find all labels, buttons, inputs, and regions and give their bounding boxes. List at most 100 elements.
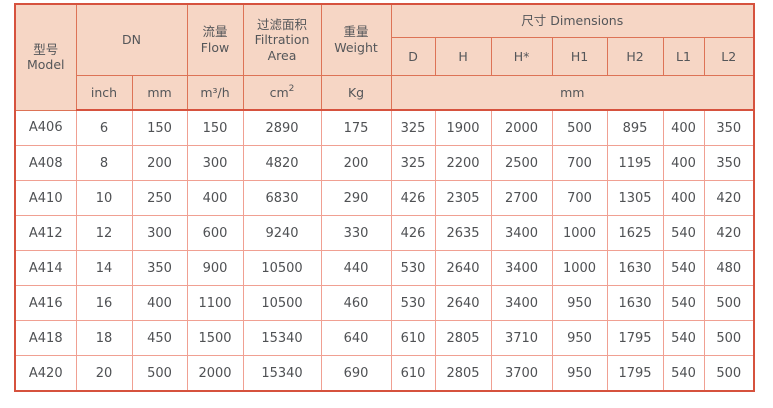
col-header-model-zh: 型号 <box>33 41 59 57</box>
value-cell: 426 <box>390 215 436 251</box>
table-row: A410 10 250 400 6830 290 426 2305 2700 700 1305 400… <box>14 180 755 216</box>
col-header-flow: 流量 Flow <box>186 3 244 76</box>
value-cell: 540 <box>662 215 705 251</box>
col-header-weight-en: Weight <box>334 40 378 55</box>
value-cell: 16 <box>75 285 133 321</box>
value-cell: 1625 <box>606 215 664 251</box>
col-header-dim-hstar: H* <box>490 37 553 76</box>
header-row-units: inch mm m³/h cm2 Kg mm <box>15 75 755 111</box>
value-cell: 440 <box>320 250 392 286</box>
value-cell: 10 <box>75 180 133 216</box>
value-cell: 2000 <box>186 355 244 392</box>
col-header-flow-en: Flow <box>200 40 230 55</box>
value-cell: 150 <box>186 109 244 146</box>
value-cell: 200 <box>131 145 188 181</box>
col-header-weight-zh: 重量 <box>343 24 369 40</box>
value-cell: 500 <box>551 109 608 146</box>
value-cell: 290 <box>320 180 392 216</box>
col-header-dim-h2: H2 <box>606 37 664 76</box>
value-cell: 540 <box>662 320 705 356</box>
col-header-flow-zh: 流量 <box>202 24 228 40</box>
value-cell: 540 <box>662 250 705 286</box>
table-row: A412 12 300 600 9240 330 426 2635 3400 1000 1625 54… <box>14 215 755 251</box>
value-cell: 540 <box>662 285 705 321</box>
value-cell: 420 <box>703 215 755 251</box>
value-cell: 700 <box>551 180 608 216</box>
model-cell: A414 <box>14 250 77 286</box>
value-cell: 175 <box>320 109 392 146</box>
model-cell: A420 <box>14 355 77 392</box>
unit-area-base: cm <box>269 84 289 100</box>
table-row: A418 18 450 1500 15340 640 610 2805 3710 950 1795 5… <box>14 320 755 356</box>
value-cell: 150 <box>131 109 188 146</box>
value-cell: 610 <box>390 320 436 356</box>
col-header-dim-l1: L1 <box>662 37 705 76</box>
value-cell: 500 <box>131 355 188 392</box>
value-cell: 400 <box>131 285 188 321</box>
value-cell: 460 <box>320 285 392 321</box>
value-cell: 1195 <box>606 145 664 181</box>
value-cell: 1900 <box>434 109 492 146</box>
value-cell: 690 <box>320 355 392 392</box>
unit-area-sup: 2 <box>288 83 295 94</box>
value-cell: 3400 <box>490 250 553 286</box>
value-cell: 1000 <box>551 215 608 251</box>
unit-header-mm: mm <box>131 75 188 111</box>
header-row-top: 型号 Model DN 流量 Flow 过滤面积 Filtration Area… <box>14 3 755 111</box>
model-cell: A412 <box>14 215 77 251</box>
value-cell: 2805 <box>434 355 492 392</box>
value-cell: 14 <box>75 250 133 286</box>
col-header-dim-h: H <box>434 37 492 76</box>
value-cell: 3400 <box>490 215 553 251</box>
value-cell: 3400 <box>490 285 553 321</box>
value-cell: 2635 <box>434 215 492 251</box>
col-header-area-en2: Area <box>267 47 297 63</box>
value-cell: 10500 <box>242 285 322 321</box>
value-cell: 6830 <box>242 180 322 216</box>
value-cell: 1500 <box>186 320 244 356</box>
value-cell: 1100 <box>186 285 244 321</box>
model-cell: A418 <box>14 320 77 356</box>
model-cell: A408 <box>14 145 77 181</box>
value-cell: 950 <box>551 320 608 356</box>
unit-header-weight: Kg <box>320 75 392 111</box>
col-header-filtration-area: 过滤面积 Filtration Area <box>242 3 322 76</box>
value-cell: 1630 <box>606 250 664 286</box>
value-cell: 20 <box>75 355 133 392</box>
col-header-dimensions: 尺寸 Dimensions <box>390 3 755 38</box>
header-row-dimension-cols: D H H* H1 H2 L1 L2 <box>15 37 755 76</box>
table-row: A406 6 150 150 2890 175 325 1900 2000 500 895 400 35… <box>14 109 755 146</box>
value-cell: 3710 <box>490 320 553 356</box>
col-header-model: 型号 Model <box>14 3 77 111</box>
value-cell: 9240 <box>242 215 322 251</box>
value-cell: 900 <box>186 250 244 286</box>
table-row: A420 20 500 2000 15340 690 610 2805 3700 950 1795 5… <box>14 355 755 392</box>
value-cell: 2890 <box>242 109 322 146</box>
value-cell: 250 <box>131 180 188 216</box>
value-cell: 325 <box>390 145 436 181</box>
value-cell: 350 <box>703 145 755 181</box>
value-cell: 10500 <box>242 250 322 286</box>
value-cell: 500 <box>703 355 755 392</box>
value-cell: 400 <box>662 109 705 146</box>
value-cell: 350 <box>703 109 755 146</box>
value-cell: 1795 <box>606 320 664 356</box>
value-cell: 325 <box>390 109 436 146</box>
unit-header-area: cm2 <box>242 75 322 111</box>
value-cell: 530 <box>390 250 436 286</box>
value-cell: 1630 <box>606 285 664 321</box>
value-cell: 540 <box>662 355 705 392</box>
col-header-area-en1: Filtration <box>254 32 310 48</box>
value-cell: 400 <box>662 180 705 216</box>
value-cell: 400 <box>186 180 244 216</box>
value-cell: 480 <box>703 250 755 286</box>
value-cell: 2000 <box>490 109 553 146</box>
value-cell: 300 <box>186 145 244 181</box>
col-header-dim-d: D <box>390 37 436 76</box>
value-cell: 2305 <box>434 180 492 216</box>
table-row: A414 14 350 900 10500 440 530 2640 3400 1000 1630 5… <box>14 250 755 286</box>
value-cell: 2700 <box>490 180 553 216</box>
value-cell: 895 <box>606 109 664 146</box>
value-cell: 2805 <box>434 320 492 356</box>
